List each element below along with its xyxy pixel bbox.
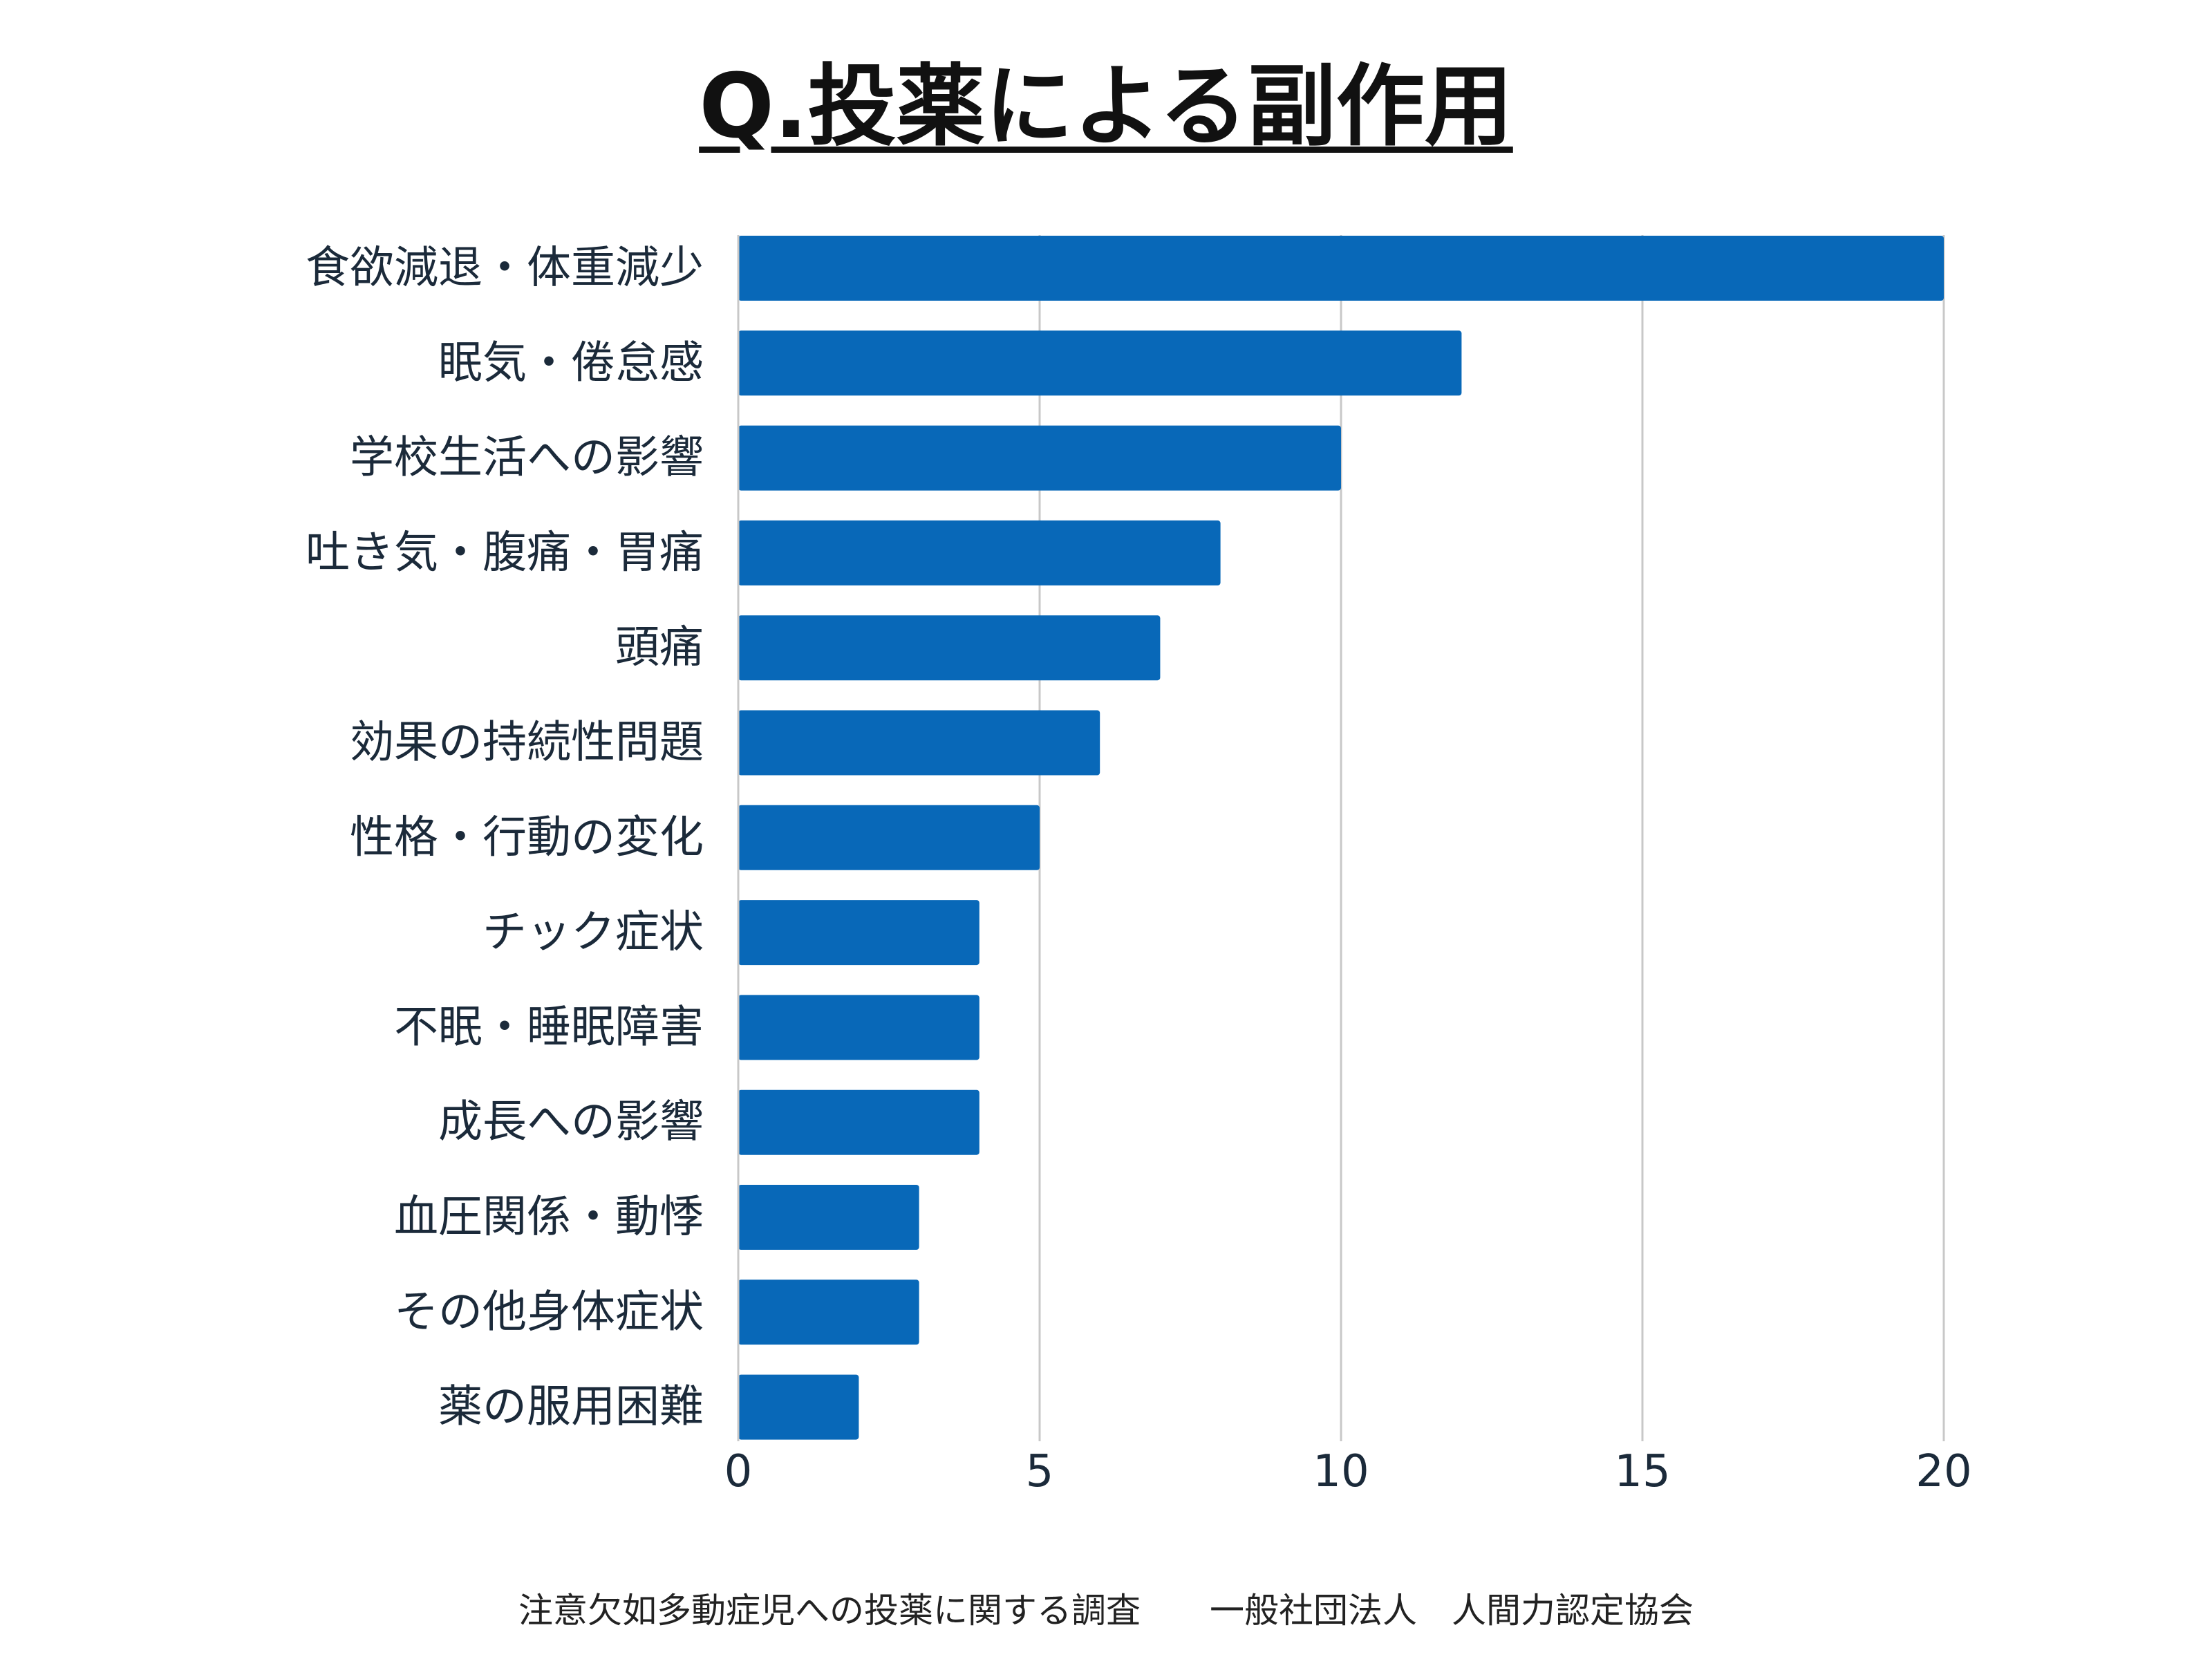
category-label: 薬の服用困難 <box>438 1382 704 1433</box>
x-tick-label: 0 <box>724 1446 753 1497</box>
category-label: 吐き気・腹痛・胃痛 <box>306 527 704 579</box>
category-label: 眠気・倦怠感 <box>438 337 704 388</box>
category-label: チック症状 <box>482 907 704 958</box>
x-tick-label: 5 <box>1026 1446 1054 1497</box>
source-footer: 注意欠如多動症児への投薬に関する調査 一般社団法人 人間力認定協会 <box>518 1591 1694 1631</box>
bar <box>738 236 1944 301</box>
x-tick-label: 10 <box>1313 1446 1369 1497</box>
chart-title: Q.投薬による副作用 <box>0 55 2212 159</box>
x-tick-label: 15 <box>1614 1446 1670 1497</box>
grid-lines <box>1038 235 1945 1441</box>
category-labels: 食欲減退・体重減少眠気・倦怠感学校生活への影響吐き気・腹痛・胃痛頭痛効果の持続性… <box>306 243 704 1433</box>
bars <box>738 236 1944 1440</box>
bar <box>738 1089 980 1155</box>
category-label: 食欲減退・体重減少 <box>306 243 704 294</box>
category-label: 血圧関係・動悸 <box>394 1192 704 1243</box>
bar <box>738 330 1462 396</box>
category-label: 学校生活への影響 <box>350 433 704 484</box>
x-tick-label: 20 <box>1915 1446 1971 1497</box>
bar <box>738 520 1221 585</box>
bar <box>738 425 1341 491</box>
bar <box>738 710 1100 776</box>
bar <box>738 805 1040 870</box>
bar <box>738 615 1161 681</box>
chart-title-text: Q.投薬による副作用 <box>699 55 1513 158</box>
bar <box>738 900 980 966</box>
bar <box>738 1280 919 1345</box>
category-label: 成長への影響 <box>438 1097 704 1148</box>
bar <box>738 1374 859 1440</box>
bar <box>738 1185 919 1250</box>
bar <box>738 995 980 1060</box>
category-label: 不眠・睡眠障害 <box>394 1002 704 1053</box>
category-label: その他身体症状 <box>394 1286 704 1338</box>
category-label: 効果の持続性問題 <box>350 718 704 769</box>
category-label: 性格・行動の変化 <box>350 812 704 863</box>
category-label: 頭痛 <box>615 622 704 673</box>
x-tick-labels: 0 5 10 15 20 <box>724 1446 1972 1497</box>
